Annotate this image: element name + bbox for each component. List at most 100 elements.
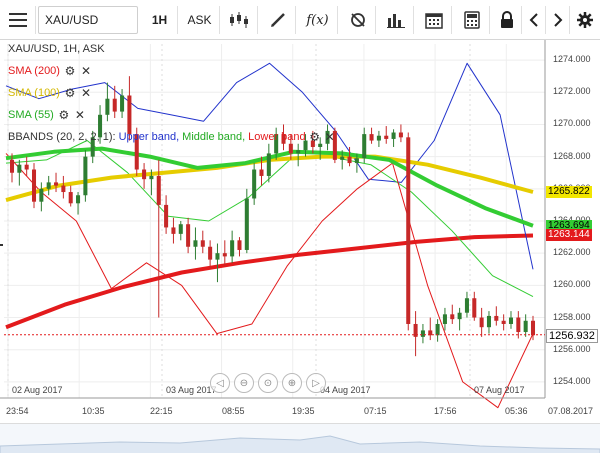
chart-area[interactable]: XAU/USD, 1H, ASK SMA (200) ⚙ ✕ SMA (100)… bbox=[0, 40, 600, 453]
lock-icon bbox=[500, 11, 513, 28]
candle-body bbox=[274, 134, 279, 154]
date-label: 02 Aug 2017 bbox=[12, 385, 63, 395]
reset-zoom-button[interactable]: ⊙ bbox=[258, 373, 278, 393]
candle-body bbox=[413, 323, 418, 337]
candle-body bbox=[501, 320, 506, 324]
candle-body bbox=[530, 320, 536, 336]
compare-button[interactable] bbox=[340, 6, 376, 34]
x-axis-tick-label: 23:54 bbox=[6, 406, 29, 416]
price-chart[interactable] bbox=[0, 40, 600, 453]
candle-body bbox=[486, 315, 491, 328]
candle-body bbox=[318, 143, 323, 147]
zoom-out-button[interactable]: ⊖ bbox=[234, 373, 254, 393]
y-axis-tick-label: 1262.000 bbox=[553, 247, 591, 258]
next-button[interactable] bbox=[546, 6, 570, 34]
candle-body bbox=[127, 95, 132, 135]
candle-body bbox=[164, 204, 169, 228]
calendar-button[interactable] bbox=[416, 6, 452, 34]
lock-button[interactable] bbox=[492, 6, 522, 34]
candle-body bbox=[134, 134, 139, 170]
candle-body bbox=[24, 164, 29, 170]
candle-body bbox=[54, 182, 59, 186]
candlestick-icon bbox=[229, 12, 248, 28]
candle-body bbox=[68, 192, 73, 204]
price-type-button[interactable]: ASK bbox=[180, 6, 220, 34]
legend-sma-55-label: SMA (55) bbox=[8, 109, 54, 121]
candle-body bbox=[435, 323, 440, 336]
x-axis-tick-label: 10:35 bbox=[82, 406, 105, 416]
y-axis-tick-label: 1268.000 bbox=[553, 150, 591, 161]
candle-body bbox=[332, 130, 337, 160]
candle-body bbox=[200, 240, 205, 247]
scroll-right-button[interactable]: ▷ bbox=[306, 373, 326, 393]
candle-body bbox=[112, 98, 117, 112]
chart-type-button[interactable] bbox=[222, 6, 258, 34]
candle-body bbox=[516, 317, 521, 333]
hamburger-icon bbox=[8, 13, 27, 27]
candle-body bbox=[376, 135, 381, 141]
calendar-icon bbox=[424, 13, 443, 29]
symbol-input[interactable] bbox=[38, 6, 138, 34]
candle-body bbox=[288, 143, 293, 154]
close-icon[interactable]: ✕ bbox=[74, 108, 85, 122]
candle-body bbox=[384, 135, 389, 139]
legend-bbands-middle: Middle band, bbox=[182, 131, 246, 143]
gear-icon[interactable]: ⚙ bbox=[58, 108, 70, 122]
candle-body bbox=[90, 137, 95, 157]
volume-button[interactable] bbox=[378, 6, 414, 34]
candle-body bbox=[186, 224, 191, 247]
candle-body bbox=[17, 164, 22, 173]
close-icon[interactable]: ✕ bbox=[80, 86, 91, 100]
y-axis-tick-label: 1260.000 bbox=[553, 279, 591, 290]
candle-body bbox=[457, 312, 462, 320]
candle-body bbox=[464, 298, 469, 313]
gear-icon[interactable]: ⚙ bbox=[64, 86, 76, 100]
candle-body bbox=[105, 98, 110, 115]
timeframe-button[interactable]: 1H bbox=[142, 6, 178, 34]
candle-body bbox=[171, 227, 176, 234]
date-label: 07 Aug 2017 bbox=[474, 385, 525, 395]
menu-button[interactable] bbox=[0, 6, 36, 34]
gear-icon[interactable]: ⚙ bbox=[64, 64, 76, 78]
overview-navigator[interactable] bbox=[0, 423, 600, 453]
pencil-icon bbox=[270, 13, 285, 27]
no-symbol-icon bbox=[350, 13, 365, 27]
close-icon[interactable]: ✕ bbox=[324, 130, 335, 144]
zoom-in-button[interactable]: ⊕ bbox=[282, 373, 302, 393]
candle-body bbox=[142, 169, 147, 180]
chevron-right-icon bbox=[553, 13, 562, 27]
candles-group bbox=[9, 76, 536, 357]
x-axis-tick-label: 08:55 bbox=[222, 406, 245, 416]
candle-body bbox=[428, 330, 433, 336]
price-tag: 1263.144 bbox=[546, 228, 592, 241]
candle-body bbox=[310, 140, 315, 147]
close-icon[interactable]: ✕ bbox=[80, 64, 91, 78]
candle-body bbox=[259, 169, 264, 176]
y-axis-tick-label: 1272.000 bbox=[553, 86, 591, 97]
candle-body bbox=[362, 134, 367, 159]
candle-body bbox=[398, 132, 403, 138]
legend-sma-200-label: SMA (200) bbox=[8, 65, 60, 77]
candle-body bbox=[98, 114, 103, 138]
sma-200-group bbox=[5, 233, 534, 330]
settings-button[interactable] bbox=[570, 6, 600, 34]
candle-body bbox=[193, 240, 198, 247]
prev-button[interactable] bbox=[522, 6, 546, 34]
candle-body bbox=[340, 156, 345, 160]
chevron-left-icon bbox=[529, 13, 538, 27]
candle-body bbox=[39, 188, 44, 202]
legend-sma-100: SMA (100) ⚙ ✕ bbox=[8, 86, 92, 100]
date-label: 03 Aug 2017 bbox=[166, 385, 217, 395]
gear-icon[interactable]: ⚙ bbox=[309, 130, 321, 144]
upper-band-line bbox=[5, 62, 534, 270]
indicators-button[interactable]: f(x) bbox=[298, 6, 338, 34]
draw-button[interactable] bbox=[260, 6, 296, 34]
candle-body bbox=[120, 95, 125, 112]
candle-body bbox=[479, 317, 484, 328]
candle-body bbox=[325, 130, 330, 144]
calculator-button[interactable] bbox=[454, 6, 490, 34]
scroll-left-button[interactable]: ◁ bbox=[210, 373, 230, 393]
candle-body bbox=[230, 240, 235, 257]
axis-group bbox=[0, 40, 546, 399]
candle-body bbox=[61, 185, 66, 193]
